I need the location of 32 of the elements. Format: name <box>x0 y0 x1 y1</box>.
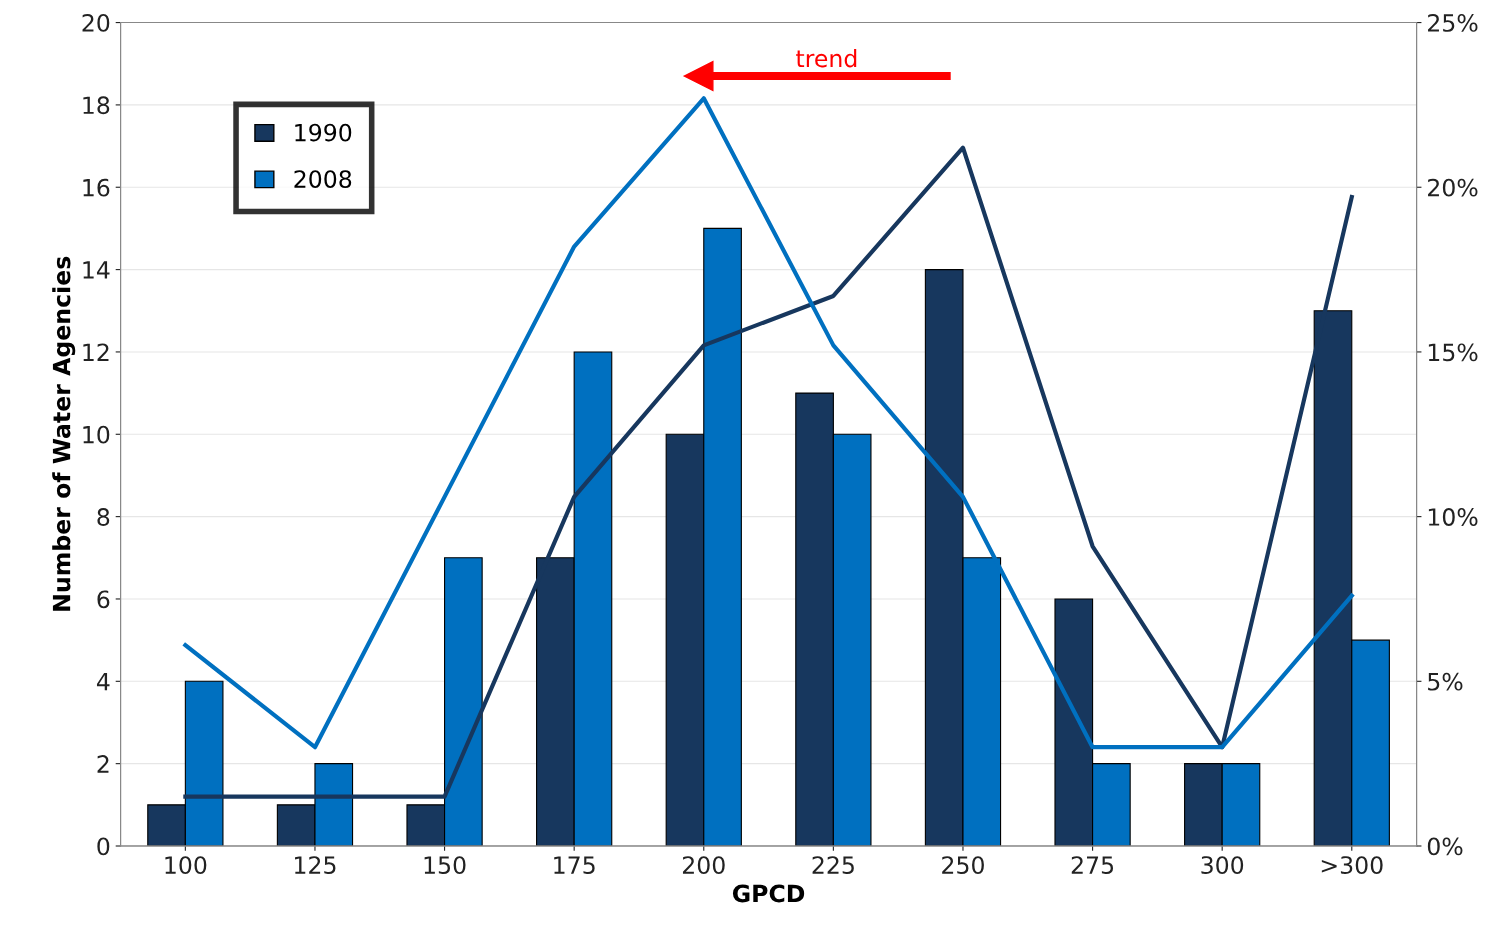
x-tick-label: >300 <box>1321 856 1383 874</box>
y-tick-label: 8 <box>97 508 110 526</box>
y2-tick-label: 15% <box>1428 343 1478 362</box>
y-tick-label: 14 <box>83 261 110 279</box>
y-tick-label: 12 <box>83 343 109 361</box>
x-tick-label: 275 <box>1071 856 1114 874</box>
x-tick-label: 175 <box>554 856 595 874</box>
y-tick-label: 6 <box>97 590 110 609</box>
y-axis-title: Number of Water Agencies <box>52 256 76 611</box>
y2-tick-label: 25% <box>1428 14 1478 32</box>
y2-tick-label: 0% <box>1427 837 1463 856</box>
y2-tick-label: 5% <box>1428 672 1463 691</box>
y-tick-label: 16 <box>83 178 110 197</box>
y-tick-label: 20 <box>82 14 110 32</box>
x-tick-label: 225 <box>812 856 854 874</box>
y-tick-label: 2 <box>97 755 109 773</box>
x-tick-label: 125 <box>295 856 336 874</box>
y-tick-label: 0 <box>97 837 110 856</box>
y-tick-label: 18 <box>83 96 110 115</box>
legend-label: 1990 <box>295 123 352 142</box>
annotation: trend <box>796 49 857 68</box>
legend-label: 2008 <box>294 170 352 188</box>
y-tick-label: 4 <box>96 673 110 691</box>
x-axis-title: GPCD <box>732 884 805 903</box>
y2-tick-label: 10% <box>1428 508 1478 526</box>
x-tick-label: 250 <box>942 856 984 874</box>
y-tick-label: 10 <box>83 425 110 444</box>
y2-tick-label: 20% <box>1428 178 1478 197</box>
x-tick-label: 150 <box>424 856 466 874</box>
x-tick-label: 300 <box>1201 856 1244 874</box>
x-tick-label: 200 <box>682 856 725 874</box>
x-tick-label: 100 <box>165 856 207 874</box>
